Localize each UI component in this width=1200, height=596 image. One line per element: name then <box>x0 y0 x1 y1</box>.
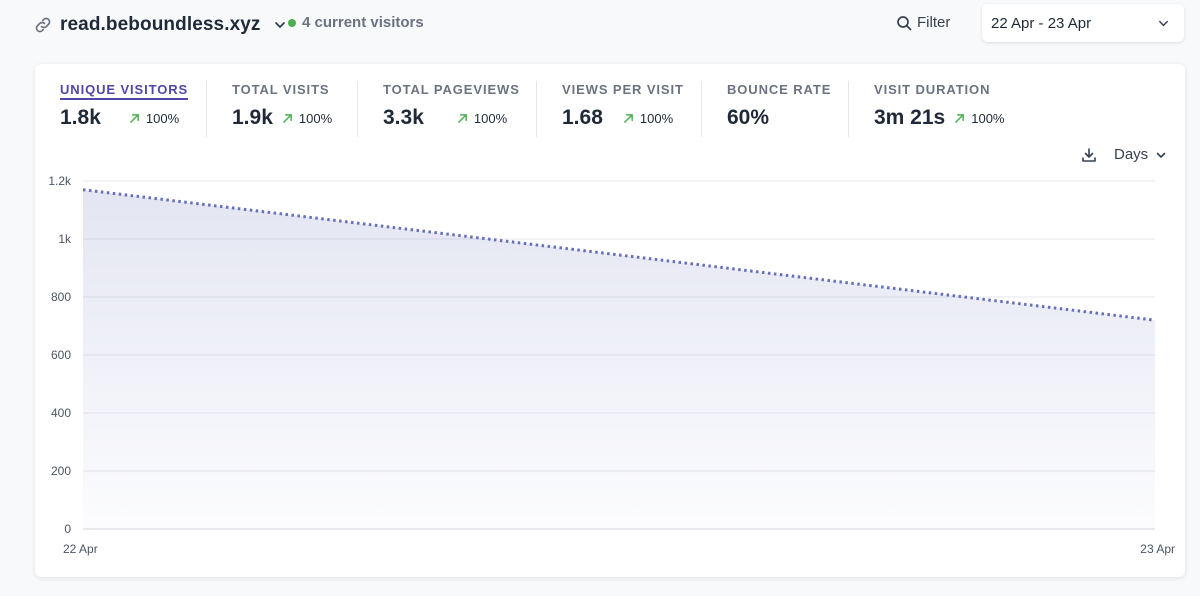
download-icon[interactable] <box>1081 147 1097 163</box>
y-tick-label: 400 <box>51 406 71 420</box>
chevron-down-icon <box>1156 152 1166 158</box>
metric-change-value: 100% <box>639 110 674 126</box>
site-switcher[interactable]: read.beboundless.xyz <box>34 12 287 38</box>
metric-value: 1.9k <box>232 106 273 129</box>
y-tick-label: 1k <box>58 232 72 246</box>
metric-label: VIEWS PER VISIT <box>562 82 684 97</box>
divider <box>357 81 358 137</box>
metric-total-pageviews[interactable]: TOTAL PAGEVIEWS 3.3k 100% <box>383 81 520 137</box>
metric-bounce-rate[interactable]: BOUNCE RATE 60% <box>727 81 831 137</box>
y-tick-label: 200 <box>51 464 71 478</box>
chevron-down-icon <box>1159 20 1168 26</box>
metric-change: 100% <box>623 111 673 126</box>
metric-change: 100% <box>129 111 179 126</box>
current-visitors-label: 4 current visitors <box>302 14 424 31</box>
metric-visit-duration[interactable]: VISIT DURATION 3m 21s 100% <box>874 81 1004 137</box>
metric-label: BOUNCE RATE <box>727 82 832 97</box>
metric-value: 3.3k <box>383 106 424 129</box>
y-tick-label: 800 <box>51 290 71 304</box>
site-name: read.beboundless.xyz <box>60 14 261 35</box>
arrow-up-right-icon <box>457 113 467 123</box>
metric-change: 100% <box>282 111 332 126</box>
metric-value: 1.68 <box>562 106 603 129</box>
interval-picker[interactable]: Days <box>1114 146 1167 163</box>
metric-change-value: 100% <box>145 110 180 126</box>
x-tick-label: 22 Apr <box>63 542 98 556</box>
metric-label: UNIQUE VISITORS <box>60 82 189 100</box>
top-bar: read.beboundless.xyz 4 current visitors … <box>0 0 1200 50</box>
metric-label: TOTAL VISITS <box>232 82 330 97</box>
interval-label: Days <box>1114 146 1149 163</box>
divider <box>701 81 702 137</box>
date-range-picker[interactable]: 22 Apr - 23 Apr <box>982 4 1184 42</box>
stats-card: UNIQUE VISITORS 1.8k 100% TOTAL VISITS 1… <box>35 64 1185 577</box>
divider <box>206 81 207 137</box>
live-dot-icon <box>288 18 296 27</box>
divider <box>536 81 537 137</box>
filter-label: Filter <box>917 14 951 31</box>
metric-label: VISIT DURATION <box>874 82 991 97</box>
arrow-up-right-icon <box>282 113 292 123</box>
y-tick-label: 600 <box>51 348 71 362</box>
metric-unique-visitors[interactable]: UNIQUE VISITORS 1.8k 100% <box>60 81 189 137</box>
metric-value: 3m 21s <box>874 106 946 129</box>
metric-change-value: 100% <box>971 110 1005 126</box>
x-tick-label: 23 Apr <box>1140 542 1175 556</box>
date-range-label: 22 Apr - 23 Apr <box>991 14 1092 32</box>
chart-tools: Days <box>1081 146 1167 163</box>
arrow-up-right-icon <box>129 113 139 123</box>
arrow-up-right-icon <box>623 113 633 123</box>
metric-value: 1.8k <box>60 106 101 129</box>
y-tick-label: 0 <box>64 522 71 536</box>
metric-change-value: 100% <box>298 110 333 126</box>
filter-button[interactable]: Filter <box>896 14 950 31</box>
link-icon <box>35 17 51 33</box>
current-visitors[interactable]: 4 current visitors <box>288 14 424 31</box>
metric-change-value: 100% <box>473 110 508 126</box>
chevron-down-icon <box>274 22 285 28</box>
metric-views-per-visit[interactable]: VIEWS PER VISIT 1.68 100% <box>562 81 684 137</box>
series-area <box>83 189 1155 529</box>
arrow-up-right-icon <box>955 113 965 123</box>
metric-total-visits[interactable]: TOTAL VISITS 1.9k 100% <box>232 81 332 137</box>
search-icon <box>897 15 912 30</box>
metric-label: TOTAL PAGEVIEWS <box>383 82 520 97</box>
metric-change: 100% <box>954 111 1004 126</box>
divider <box>848 81 849 137</box>
metric-value: 60% <box>727 106 770 129</box>
visitors-chart: 1.2k 1k 800 600 400 200 0 22 Apr 23 Apr <box>48 174 1175 556</box>
metric-change: 100% <box>457 111 507 126</box>
y-tick-label: 1.2k <box>48 174 72 188</box>
